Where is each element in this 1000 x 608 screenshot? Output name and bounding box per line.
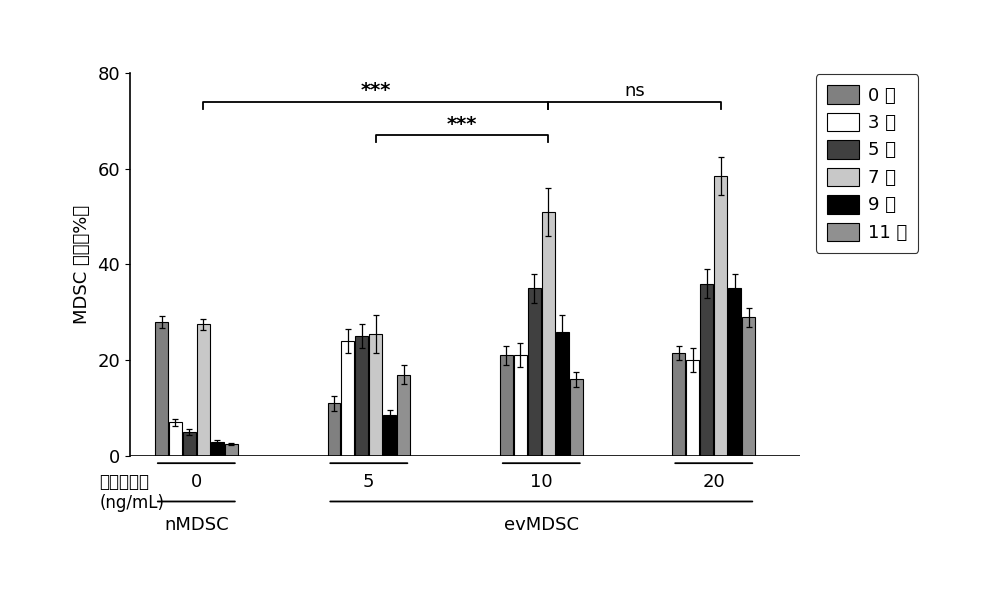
Bar xyxy=(728,288,741,456)
Bar xyxy=(369,334,382,456)
Bar xyxy=(672,353,685,456)
Text: 0: 0 xyxy=(191,473,202,491)
Bar xyxy=(686,360,699,456)
Text: evMDSC: evMDSC xyxy=(504,516,579,534)
Bar xyxy=(155,322,168,456)
Bar xyxy=(714,176,727,456)
Bar xyxy=(556,331,569,456)
Bar xyxy=(514,356,527,456)
Text: nMDSC: nMDSC xyxy=(164,516,229,534)
Text: ***: *** xyxy=(447,115,477,134)
Bar xyxy=(169,423,182,456)
Bar xyxy=(742,317,755,456)
Bar xyxy=(528,288,541,456)
Text: (ng/mL): (ng/mL) xyxy=(99,494,164,513)
Bar xyxy=(570,379,583,456)
Bar xyxy=(542,212,555,456)
Bar xyxy=(211,441,224,456)
Y-axis label: MDSC 比例（%）: MDSC 比例（%） xyxy=(73,205,91,324)
Bar xyxy=(225,444,238,456)
Bar xyxy=(500,356,513,456)
Bar xyxy=(341,341,354,456)
Bar xyxy=(397,375,410,456)
Text: 5: 5 xyxy=(363,473,375,491)
Bar xyxy=(355,336,368,456)
Bar xyxy=(328,403,340,456)
Text: 细胞因子：: 细胞因子： xyxy=(99,473,149,491)
Text: 10: 10 xyxy=(530,473,553,491)
Text: 20: 20 xyxy=(702,473,725,491)
Bar xyxy=(383,415,396,456)
Bar xyxy=(700,284,713,456)
Bar xyxy=(183,432,196,456)
Legend: 0 天, 3 天, 5 天, 7 天, 9 天, 11 天: 0 天, 3 天, 5 天, 7 天, 9 天, 11 天 xyxy=(816,74,918,253)
Text: ***: *** xyxy=(361,81,391,100)
Bar xyxy=(197,324,210,456)
Text: ns: ns xyxy=(624,82,645,100)
